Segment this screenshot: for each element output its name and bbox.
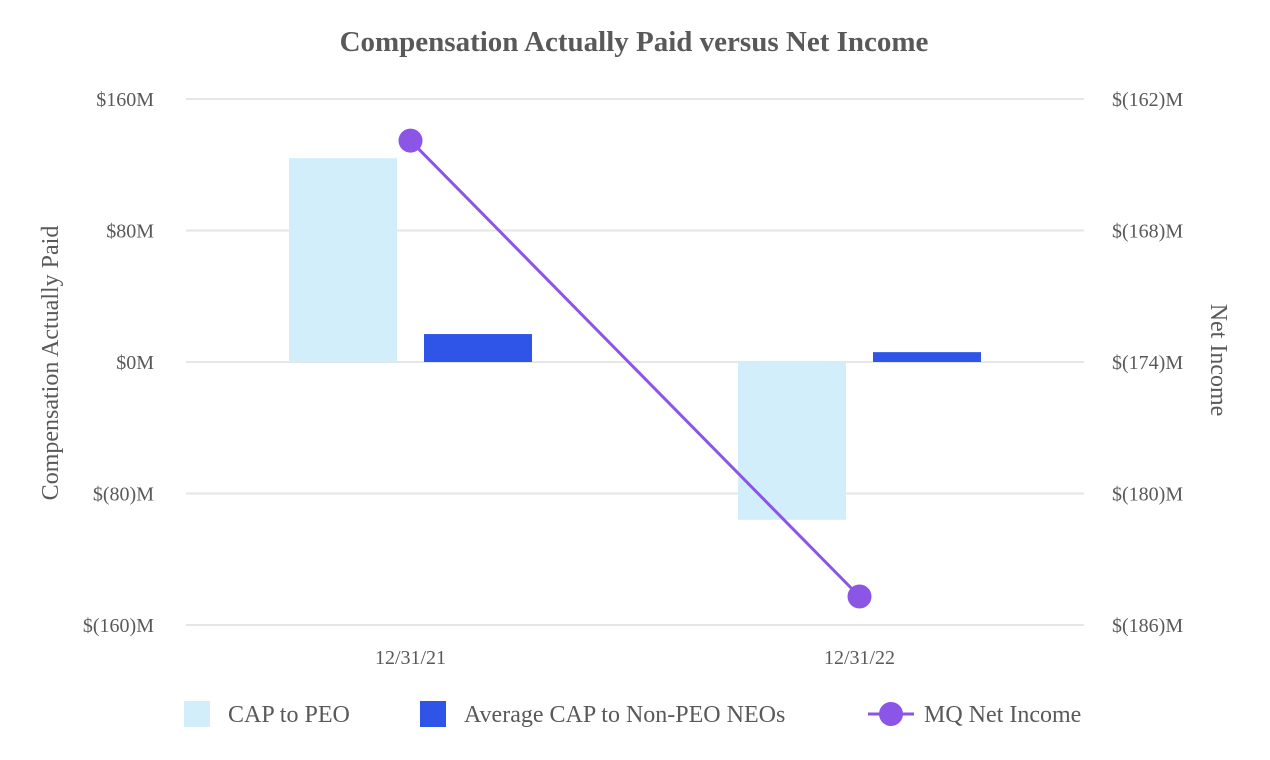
right-tick-label: $(180)M: [1112, 484, 1183, 506]
legend-label-avg-cap: Average CAP to Non-PEO NEOs: [464, 702, 785, 728]
bar-avg-cap-non-peo-0: [424, 334, 532, 362]
net-income-point-1: [847, 584, 872, 609]
left-tick-label: $0M: [116, 352, 154, 374]
legend-label-cap-to-peo: CAP to PEO: [228, 702, 350, 728]
left-axis-ticks: $160M $80M $0M $(80)M $(160)M: [83, 89, 154, 637]
left-tick-label: $(80)M: [93, 484, 154, 506]
bars: [289, 158, 981, 520]
x-tick-label: 12/31/22: [824, 647, 895, 669]
x-tick-label: 12/31/21: [375, 647, 446, 669]
legend-label-net-income: MQ Net Income: [924, 702, 1081, 728]
legend: CAP to PEO Average CAP to Non-PEO NEOs MQ …: [184, 701, 1081, 728]
right-tick-label: $(162)M: [1112, 89, 1183, 111]
net-income-point-0: [398, 128, 423, 153]
bar-avg-cap-non-peo-1: [873, 352, 981, 362]
bar-cap-to-peo-0: [289, 158, 397, 362]
chart-title: Compensation Actually Paid versus Net In…: [340, 26, 929, 58]
right-axis-ticks: $(162)M $(168)M $(174)M $(180)M $(186)M: [1112, 89, 1183, 637]
net-income-line: [398, 128, 872, 609]
right-tick-label: $(186)M: [1112, 615, 1183, 637]
right-tick-label: $(174)M: [1112, 352, 1183, 374]
legend-swatch-cap-to-peo: [184, 701, 210, 727]
right-tick-label: $(168)M: [1112, 221, 1183, 243]
left-tick-label: $160M: [96, 89, 154, 111]
x-axis-ticks: 12/31/21 12/31/22: [375, 647, 895, 669]
right-axis-title: Net Income: [1205, 304, 1231, 417]
legend-marker-net-income: [879, 702, 903, 726]
left-tick-label: $80M: [106, 221, 154, 243]
left-axis-title: Compensation Actually Paid: [38, 226, 64, 501]
bar-cap-to-peo-1: [738, 362, 846, 520]
net-income-line-path: [409, 139, 861, 598]
left-tick-label: $(160)M: [83, 615, 154, 637]
legend-swatch-avg-cap: [420, 701, 446, 727]
